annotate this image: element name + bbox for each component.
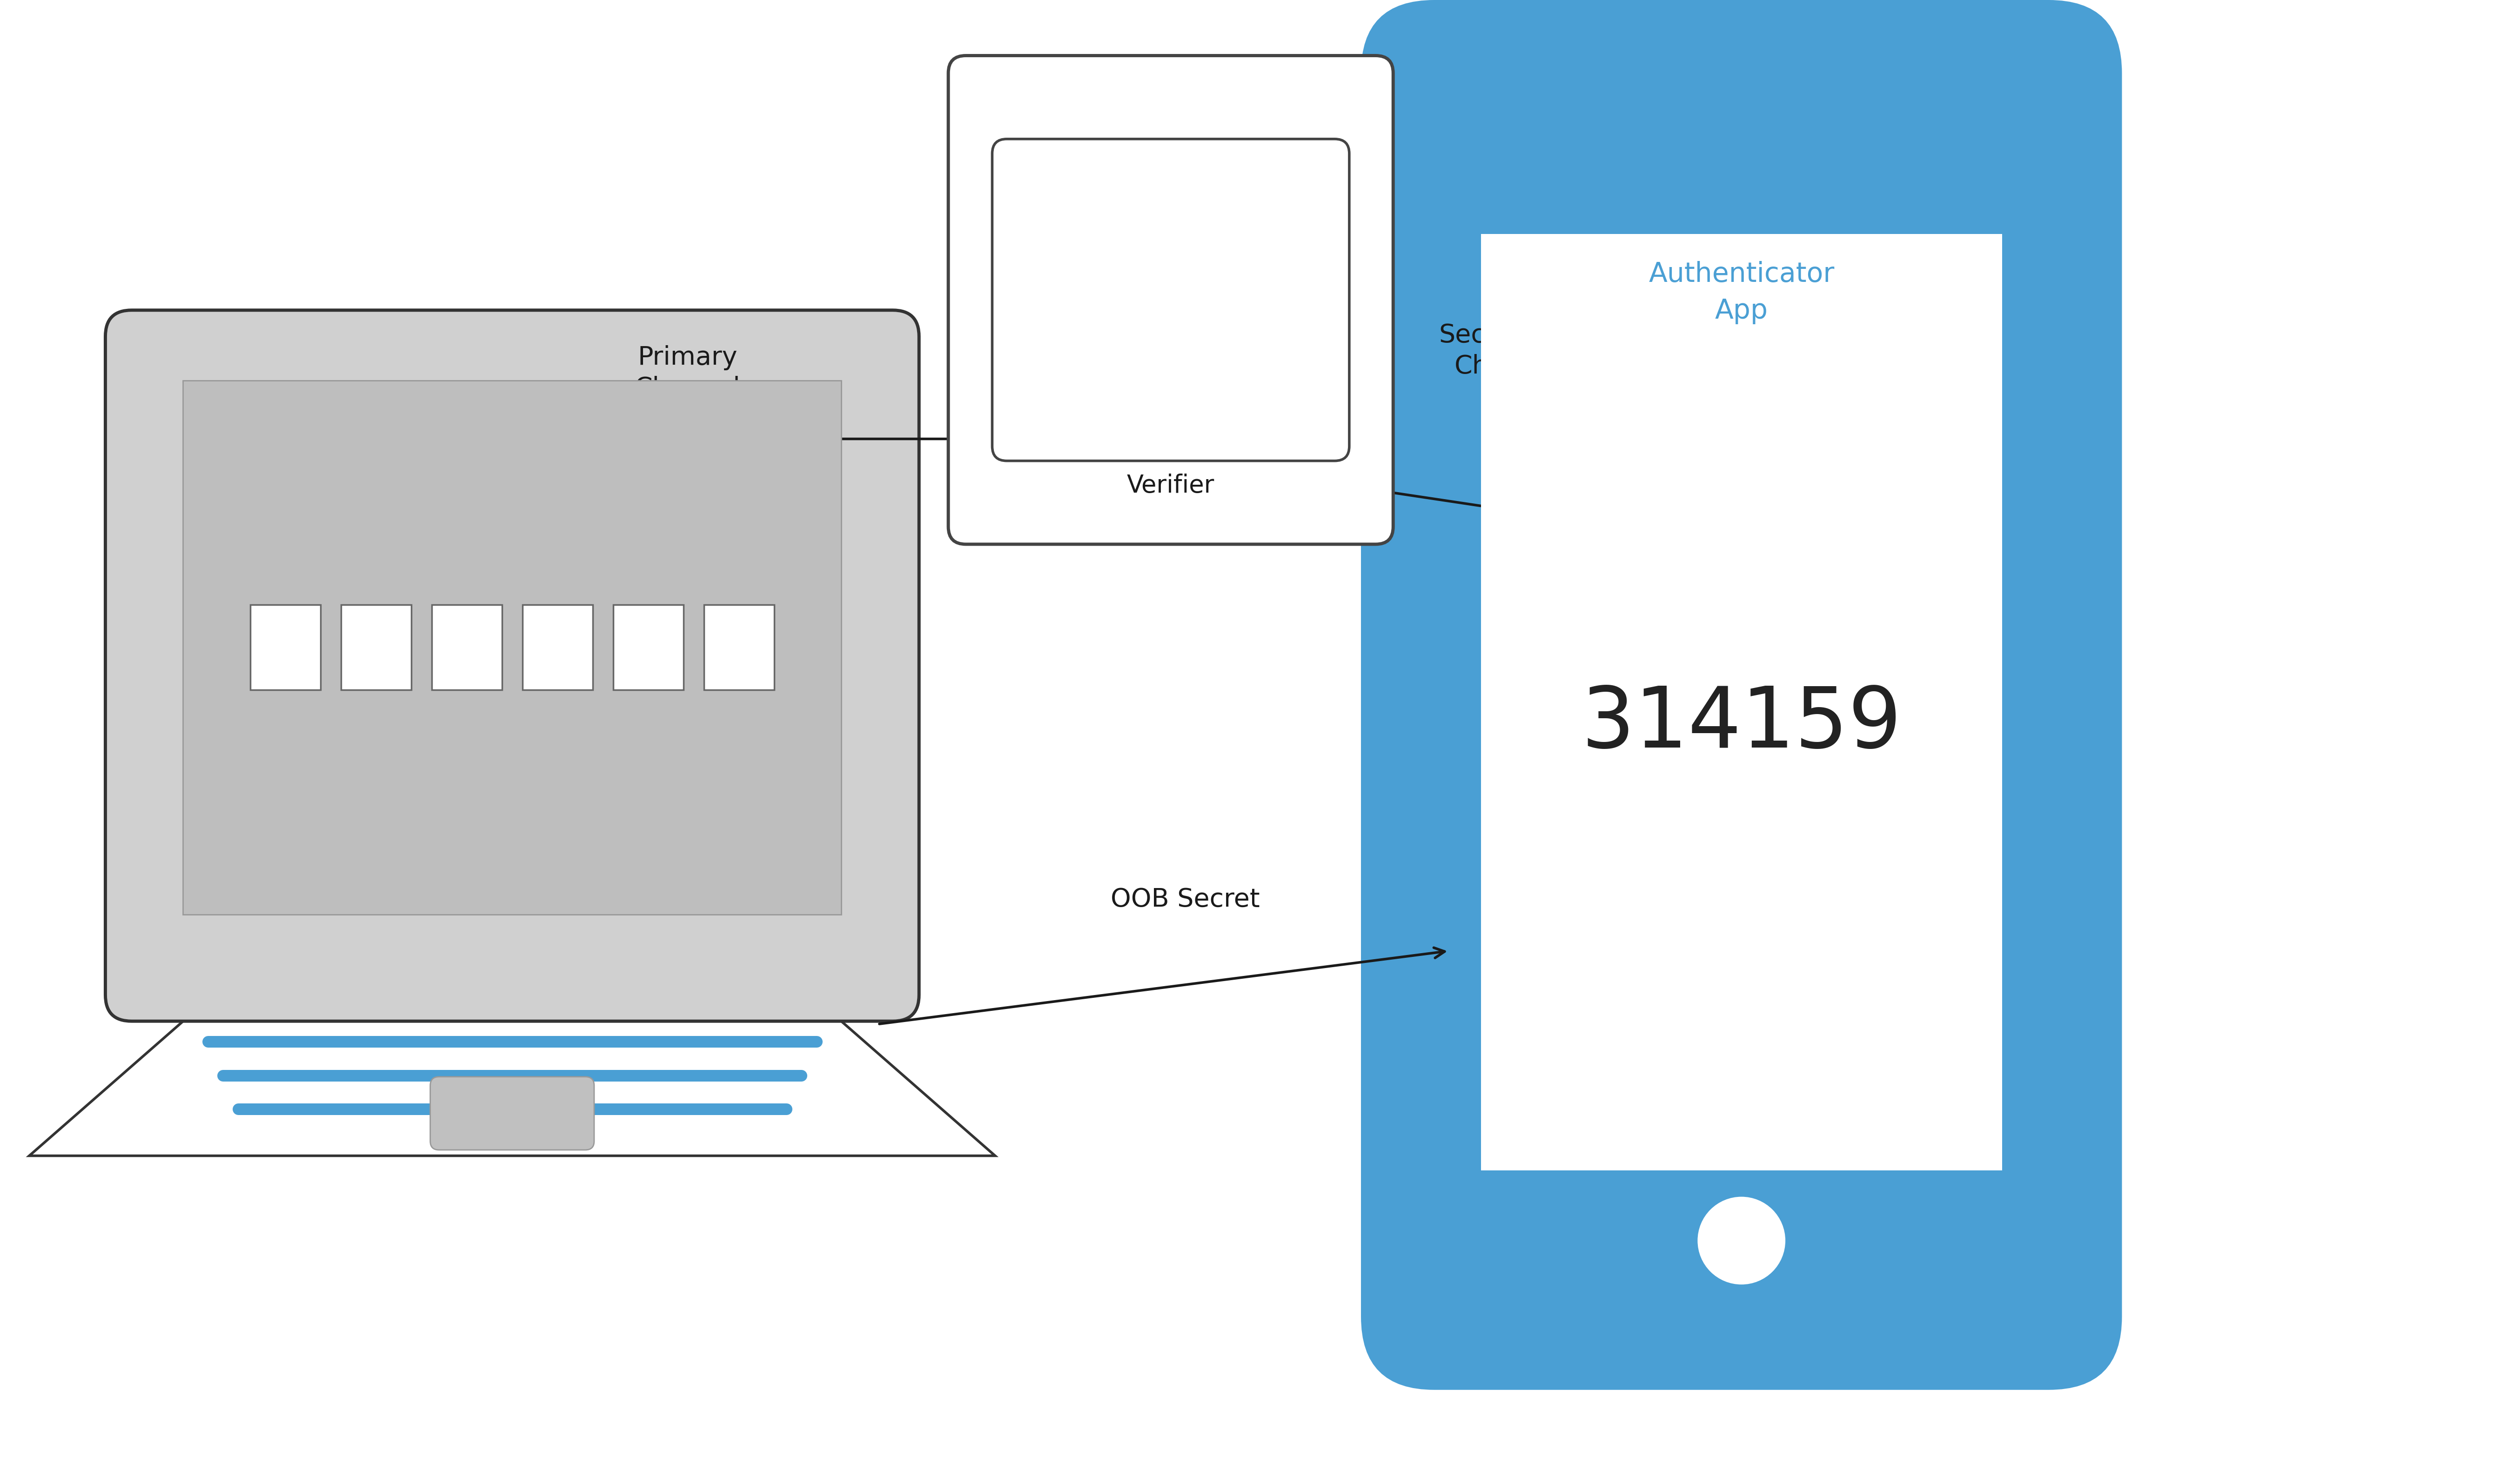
FancyBboxPatch shape: [340, 606, 411, 691]
FancyBboxPatch shape: [522, 606, 592, 691]
FancyBboxPatch shape: [948, 56, 1394, 544]
FancyBboxPatch shape: [1482, 234, 2001, 1170]
FancyBboxPatch shape: [431, 606, 501, 691]
FancyBboxPatch shape: [249, 606, 320, 691]
FancyBboxPatch shape: [993, 139, 1348, 461]
FancyBboxPatch shape: [106, 310, 920, 1021]
FancyBboxPatch shape: [703, 606, 774, 691]
FancyBboxPatch shape: [1361, 0, 2122, 1390]
Text: 314159: 314159: [1580, 683, 1903, 765]
Text: Primary
Channel: Primary Channel: [635, 345, 741, 401]
Text: Authenticator
App: Authenticator App: [1648, 260, 1835, 325]
FancyBboxPatch shape: [431, 1077, 595, 1150]
Circle shape: [1698, 1197, 1784, 1285]
Text: Secondary
Channel: Secondary Channel: [1439, 323, 1575, 379]
Text: Verifier: Verifier: [1126, 474, 1215, 497]
Text: OOB Secret: OOB Secret: [1111, 887, 1260, 913]
FancyBboxPatch shape: [612, 606, 683, 691]
Polygon shape: [30, 1002, 995, 1156]
FancyBboxPatch shape: [184, 380, 842, 914]
